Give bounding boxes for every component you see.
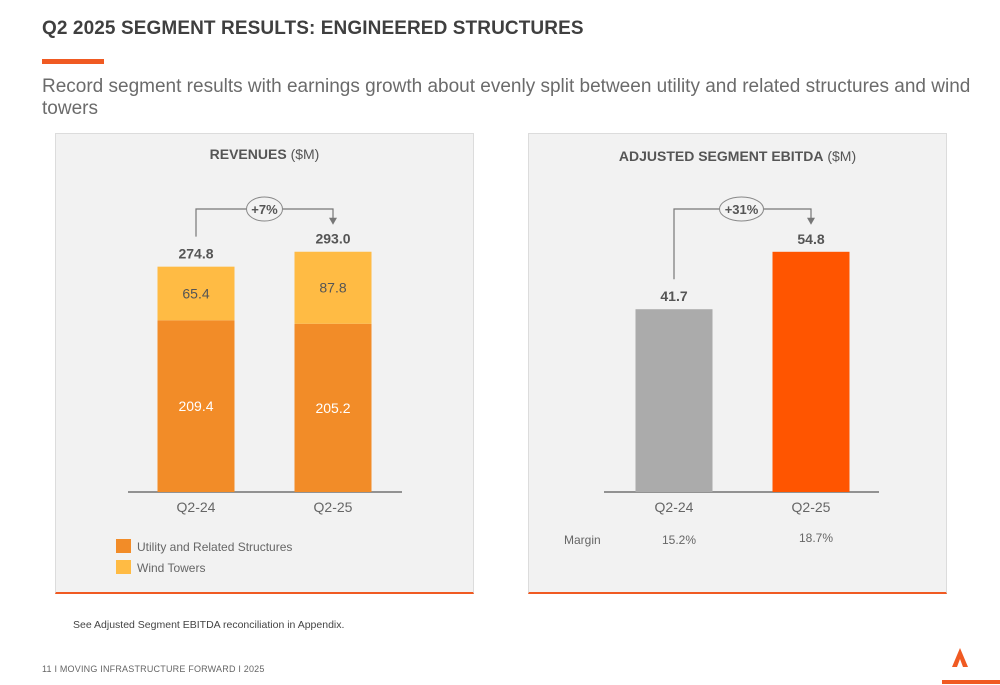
page-title: Q2 2025 SEGMENT RESULTS: ENGINEERED STRU… <box>42 18 584 39</box>
bar-wind-q2-24 <box>157 266 235 321</box>
value-label-q2-24: 41.7 <box>660 288 687 304</box>
legend-swatch-utility <box>116 539 131 553</box>
total-label-q2-24: 274.8 <box>178 246 213 262</box>
revenues-title-bold: REVENUES <box>209 146 287 162</box>
x-tick-q2-25: Q2-25 <box>314 499 353 515</box>
total-label-q2-25: 293.0 <box>315 231 350 247</box>
title-rule <box>42 59 104 64</box>
bar-wind-q2-25 <box>294 251 372 324</box>
value-label-q2-25: 54.8 <box>797 231 824 247</box>
data-label-wind-q2-24: 65.4 <box>182 285 209 301</box>
ebitda-chart: 41.7 Q2-24 54.8 Q2-25 +31% <box>604 196 879 515</box>
growth-label: +31% <box>725 202 759 217</box>
growth-badge <box>719 196 764 222</box>
growth-label: +7% <box>251 202 278 217</box>
revenues-chart-panel: REVENUES ($M) 209.4 65.4 274.8 Q2-24 205.2 87… <box>55 133 474 594</box>
x-tick-q2-24: Q2-24 <box>177 499 216 515</box>
growth-arrowhead <box>329 217 337 225</box>
footnote: See Adjusted Segment EBITDA reconciliati… <box>73 619 345 631</box>
revenues-chart: 209.4 65.4 274.8 Q2-24 205.2 87.8 293.0 Q2-25 +7… <box>128 196 402 515</box>
margin-value-q2-25: 18.7% <box>799 531 834 545</box>
growth-arrowhead <box>807 217 815 225</box>
legend-label-wind: Wind Towers <box>137 561 206 575</box>
ebitda-title-bold: ADJUSTED SEGMENT EBITDA <box>618 148 824 164</box>
bar-ebitda-q2-24 <box>635 309 713 492</box>
growth-badge <box>246 196 283 222</box>
margin-value-q2-24: 15.2% <box>662 533 697 547</box>
revenues-title-unit: ($M) <box>290 146 320 162</box>
x-tick-q2-25: Q2-25 <box>792 499 831 515</box>
bar-utility-q2-24 <box>157 320 235 492</box>
arcosa-logo-icon <box>942 648 1000 684</box>
margin-label: Margin <box>564 533 601 547</box>
data-label-wind-q2-25: 87.8 <box>319 280 346 296</box>
data-label-utility-q2-25: 205.2 <box>315 400 350 416</box>
legend-swatch-wind <box>116 560 131 574</box>
revenues-chart-title: REVENUES ($M) <box>56 146 473 162</box>
legend-item-utility: Utility and Related Structures <box>116 539 292 554</box>
page-subtitle: Record segment results with earnings gro… <box>42 76 971 119</box>
bar-ebitda-q2-25 <box>772 251 850 492</box>
legend-label-utility: Utility and Related Structures <box>137 540 293 554</box>
ebitda-chart-title: ADJUSTED SEGMENT EBITDA ($M) <box>529 148 946 164</box>
legend-item-wind: Wind Towers <box>116 560 205 575</box>
ebitda-chart-panel: ADJUSTED SEGMENT EBITDA ($M) 41.7 Q2-24 54… <box>528 133 947 594</box>
x-tick-q2-24: Q2-24 <box>655 499 694 515</box>
footer: 11 I MOVING INFRASTRUCTURE FORWARD I 202… <box>42 664 265 674</box>
ebitda-title-unit: ($M) <box>827 148 857 164</box>
data-label-utility-q2-24: 209.4 <box>178 398 213 414</box>
bar-utility-q2-25 <box>294 323 372 492</box>
